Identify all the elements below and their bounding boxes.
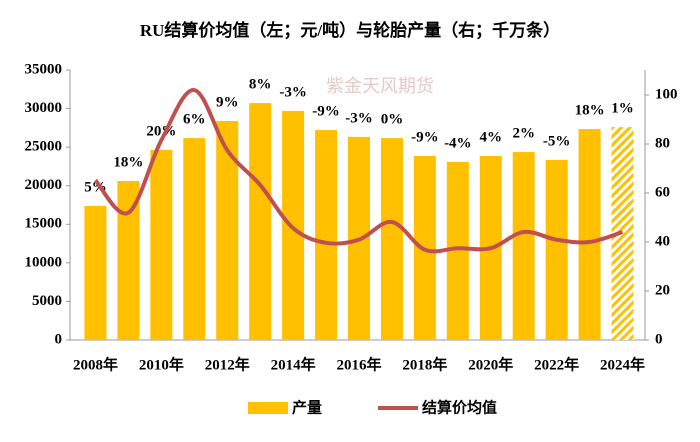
y-tick-label: 20000 <box>25 177 63 193</box>
growth-label: 8% <box>249 77 272 93</box>
bar <box>117 180 140 340</box>
growth-label: -3% <box>345 110 373 126</box>
y-tick-label: 30000 <box>25 100 63 116</box>
bar <box>150 149 173 340</box>
y-tick-label: 15000 <box>25 216 63 232</box>
price-line <box>93 88 624 254</box>
y2-tick-label: 0 <box>655 331 663 347</box>
growth-label: -4% <box>444 135 472 151</box>
growth-label: 18% <box>575 102 605 118</box>
x-tick-label: 2012年 <box>205 355 250 373</box>
x-tick-label: 2016年 <box>336 355 381 373</box>
growth-label: 18% <box>113 154 143 170</box>
growth-label: -9% <box>312 103 340 119</box>
y-tick-label: 5000 <box>32 293 62 309</box>
y2-tick-label: 80 <box>655 135 670 151</box>
bar <box>545 159 568 340</box>
legend-label: 产量 <box>292 398 322 416</box>
bar <box>315 130 338 340</box>
growth-label: 4% <box>480 129 503 145</box>
legend-label: 结算价均值 <box>422 398 497 416</box>
growth-label: -9% <box>411 129 439 145</box>
y-tick-label: 10000 <box>25 254 63 270</box>
chart-title: RU结算价均值（左；元/吨）与轮胎产量（右；千万条） <box>140 20 560 40</box>
growth-label: 0% <box>381 112 404 128</box>
x-tick-label: 2020年 <box>468 355 513 373</box>
y-tick-label: 0 <box>55 331 63 347</box>
growth-label: 6% <box>183 112 206 128</box>
bar <box>249 103 272 341</box>
y2-tick-label: 60 <box>655 184 670 200</box>
growth-label: 2% <box>512 126 535 142</box>
y2-tick-label: 40 <box>655 233 670 249</box>
watermark: 紫金天风期货 <box>326 76 434 96</box>
y2-tick-label: 100 <box>655 86 678 102</box>
y2-tick-label: 20 <box>655 282 670 298</box>
x-tick-label: 2022年 <box>534 355 579 373</box>
bar <box>446 161 469 340</box>
growth-label: -3% <box>279 84 307 100</box>
x-tick-label: 2014年 <box>271 355 316 373</box>
legend-swatch <box>248 402 288 414</box>
growth-label: -5% <box>543 133 571 149</box>
y-tick-label: 25000 <box>25 139 63 155</box>
bar <box>578 129 601 340</box>
x-tick-label: 2024年 <box>600 355 645 373</box>
bar <box>84 205 107 340</box>
x-tick-label: 2018年 <box>402 355 447 373</box>
growth-label: 1% <box>611 101 634 117</box>
bar <box>380 138 403 340</box>
bar <box>183 138 206 340</box>
bar <box>512 152 535 340</box>
x-tick-label: 2008年 <box>73 355 118 373</box>
y-tick-label: 35000 <box>25 61 63 77</box>
growth-label: 9% <box>216 94 239 110</box>
bar <box>216 120 239 340</box>
x-tick-label: 2010年 <box>139 355 184 373</box>
